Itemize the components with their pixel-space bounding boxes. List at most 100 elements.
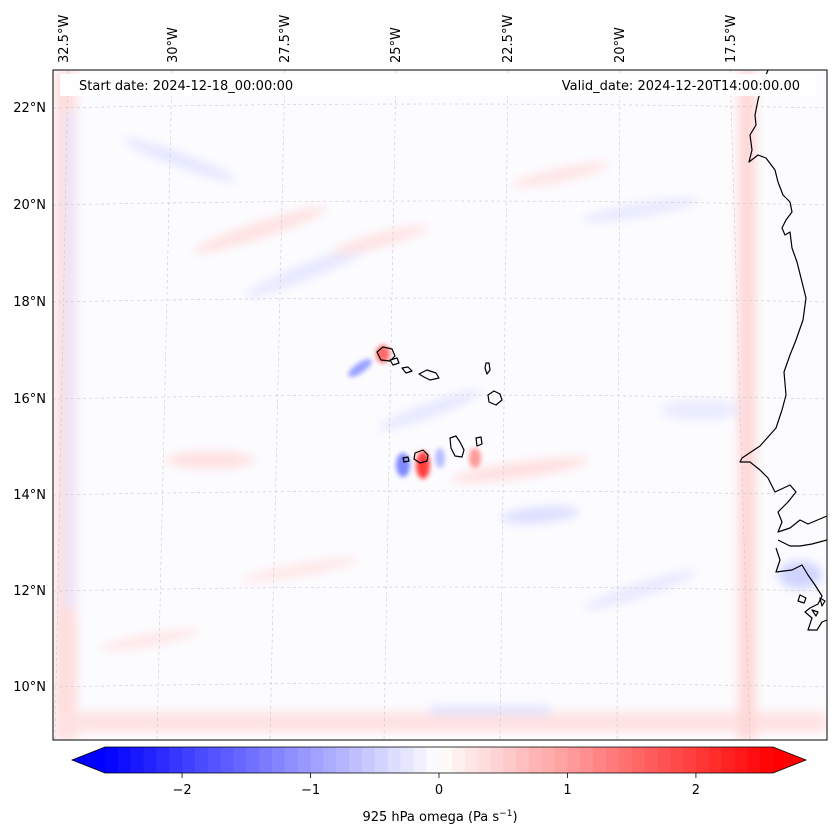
colorbar-cell bbox=[156, 747, 170, 773]
colorbar-cell bbox=[683, 747, 697, 773]
colorbar-cell bbox=[194, 747, 209, 773]
omega-streak bbox=[193, 207, 327, 253]
colorbar-cell bbox=[272, 747, 286, 773]
omega-streak bbox=[331, 225, 429, 255]
start-date-label: Start date: 2024-12-18_00:00:00 bbox=[79, 79, 293, 94]
colorbar-cell bbox=[657, 747, 671, 773]
omega-dipole-negative bbox=[396, 453, 410, 477]
colorbar-tick-label: −1 bbox=[301, 783, 320, 798]
omega-west-band-blue bbox=[66, 110, 74, 610]
lon-label: 22.5°W bbox=[501, 15, 516, 63]
colorbar-cell bbox=[105, 747, 119, 773]
bissagos-islands bbox=[797, 594, 826, 617]
colorbar-cell bbox=[439, 747, 453, 773]
omega-streak bbox=[240, 558, 360, 582]
omega-streak bbox=[123, 138, 237, 182]
boa-vista-island bbox=[487, 390, 503, 406]
maio-island bbox=[475, 436, 483, 447]
colorbar-cell bbox=[464, 747, 479, 773]
santiago-island bbox=[449, 435, 465, 458]
omega-streak bbox=[165, 451, 255, 469]
omega-south-band-blue bbox=[430, 706, 550, 714]
omega-streak bbox=[245, 242, 375, 298]
colorbar-cell bbox=[516, 747, 530, 773]
meridian-32-5w bbox=[54, 70, 69, 740]
colorbar-cell bbox=[477, 747, 491, 773]
lat-label: 22°N bbox=[13, 101, 46, 116]
lat-label: 18°N bbox=[13, 295, 46, 310]
parallel-14n bbox=[53, 490, 827, 496]
omega-island-dipoles bbox=[348, 345, 481, 479]
colorbar-cell bbox=[117, 747, 132, 773]
meridian-27-5w bbox=[269, 70, 286, 740]
colorbar-cell bbox=[490, 747, 504, 773]
colorbar-cell bbox=[284, 747, 299, 773]
lon-label: 17.5°W bbox=[724, 15, 739, 63]
lon-label: 20°W bbox=[613, 27, 628, 63]
colorbar-tick-label: 0 bbox=[435, 783, 443, 798]
colorbar-cell bbox=[747, 747, 761, 773]
colorbar-cell bbox=[413, 747, 427, 773]
valid-date-label: Valid_date: 2024-12-20T14:00:00.00 bbox=[562, 79, 800, 94]
omega-streak bbox=[580, 197, 700, 223]
colorbar-cell bbox=[207, 747, 222, 773]
colorbar-tick-label: −2 bbox=[172, 783, 191, 798]
omega-dipole-positive bbox=[469, 448, 481, 468]
omega-streak bbox=[500, 506, 580, 524]
lon-label: 30°W bbox=[166, 27, 181, 63]
meridian-25w bbox=[383, 70, 397, 740]
colorbar-tick-label: 2 bbox=[692, 783, 700, 798]
colorbar-cell bbox=[130, 747, 145, 773]
parallel-16n bbox=[53, 394, 827, 400]
omega-dipole-negative bbox=[348, 358, 372, 378]
parallel-18n bbox=[53, 297, 827, 303]
colorbar-cell bbox=[554, 747, 569, 773]
omega-streak bbox=[660, 400, 740, 420]
colorbar-cell bbox=[528, 747, 543, 773]
omega-streak bbox=[378, 390, 482, 430]
brava-island bbox=[402, 456, 410, 463]
lon-label: 27.5°W bbox=[278, 15, 293, 63]
lat-label: 14°N bbox=[13, 488, 46, 503]
omega-streak bbox=[582, 570, 698, 610]
colorbar-cell bbox=[259, 747, 273, 773]
colorbar-cell bbox=[400, 747, 414, 773]
omega-dipole-positive bbox=[416, 451, 430, 479]
colorbar-cells bbox=[105, 747, 774, 773]
omega-streak bbox=[450, 457, 590, 483]
omega-dipole-negative bbox=[435, 448, 445, 468]
colorbar-cell bbox=[631, 747, 646, 773]
omega-streak bbox=[778, 561, 822, 589]
parallel-10n bbox=[53, 682, 827, 688]
parallel-20n bbox=[53, 200, 827, 206]
colorbar-cell bbox=[593, 747, 607, 773]
gambia-inlet bbox=[777, 539, 827, 547]
graticule bbox=[53, 70, 827, 740]
colorbar-cell bbox=[567, 747, 581, 773]
parallel-12n bbox=[53, 586, 827, 592]
colorbar: −2 −1 0 1 2 925 hPa omega (Pa s−1) bbox=[70, 746, 808, 825]
colorbar-cell bbox=[220, 747, 235, 773]
colorbar-cell bbox=[297, 747, 312, 773]
longitude-labels: 32.5°W 30°W 27.5°W 25°W 22.5°W 20°W 17.5… bbox=[57, 15, 739, 63]
colorbar-cell bbox=[644, 747, 658, 773]
colorbar-tick-label: 1 bbox=[563, 783, 571, 798]
map-frame bbox=[52, 69, 828, 741]
colorbar-cell bbox=[349, 747, 363, 773]
meridian-17-5w bbox=[729, 70, 751, 740]
sao-nicolau-island bbox=[401, 366, 413, 374]
lat-label: 16°N bbox=[13, 392, 46, 407]
colorbar-max-extend bbox=[773, 747, 806, 773]
meridian-22-5w bbox=[499, 70, 509, 740]
colorbar-cell bbox=[695, 747, 710, 773]
colorbar-cell bbox=[618, 747, 633, 773]
sal-island bbox=[484, 362, 491, 375]
meridian-30w bbox=[156, 70, 173, 740]
sao-nicolau-island-east bbox=[418, 369, 440, 381]
colorbar-cell bbox=[182, 747, 196, 773]
colorbar-cell bbox=[541, 747, 556, 773]
colorbar-cell bbox=[233, 747, 247, 773]
colorbar-cell bbox=[374, 747, 389, 773]
omega-streak bbox=[511, 162, 609, 188]
lon-label: 32.5°W bbox=[57, 15, 72, 63]
